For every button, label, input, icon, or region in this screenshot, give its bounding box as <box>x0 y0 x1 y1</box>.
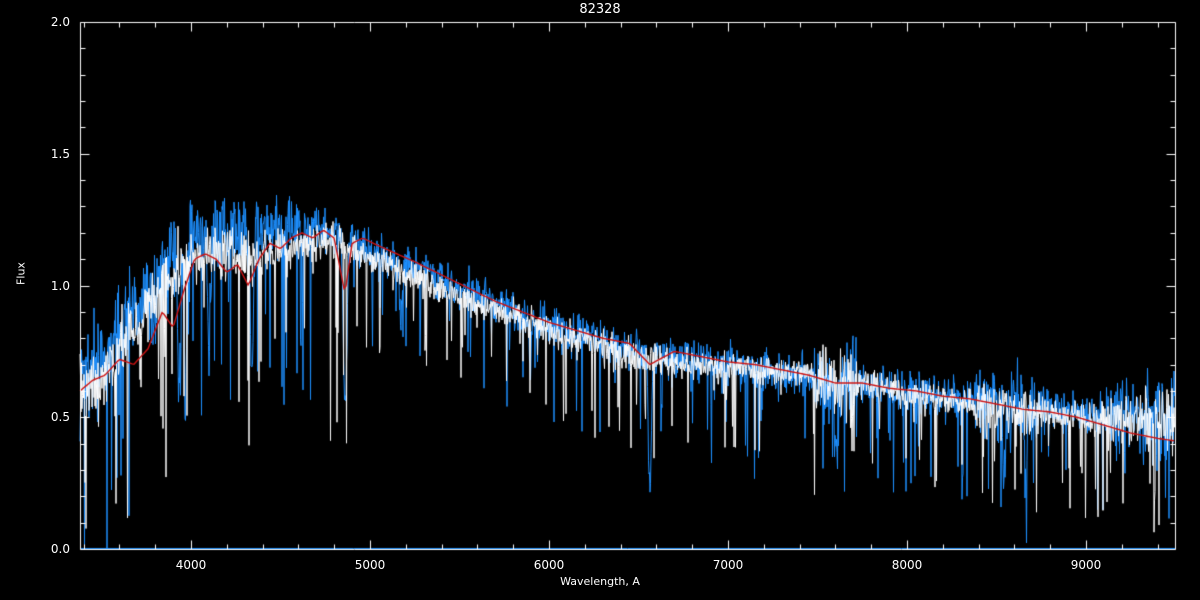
y-tick-label: 0.0 <box>50 542 70 556</box>
x-axis-label: Wavelength, A <box>560 575 640 588</box>
x-tick-label: 5000 <box>354 558 386 572</box>
x-tick-label: 8000 <box>891 558 923 572</box>
x-tick-label: 7000 <box>712 558 744 572</box>
y-tick-label: 1.0 <box>50 278 70 293</box>
y-tick-label: 0.5 <box>50 410 70 425</box>
y-tick-label: 2.0 <box>50 15 70 29</box>
x-tick-label: 6000 <box>533 558 565 572</box>
page-title: 82328 <box>579 2 621 17</box>
x-tick-label: 4000 <box>175 558 207 572</box>
x-tick-label: 9000 <box>1070 558 1102 572</box>
y-tick-label: 1.5 <box>50 146 70 161</box>
y-axis-label: Flux <box>14 262 28 285</box>
